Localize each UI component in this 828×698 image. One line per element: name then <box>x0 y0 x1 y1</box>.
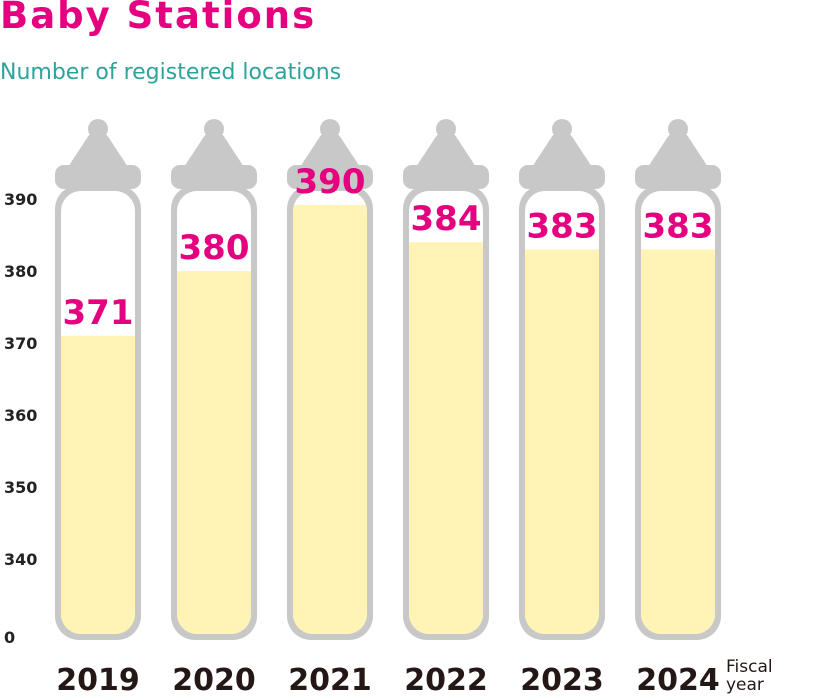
data-label: 384 <box>411 199 482 239</box>
chart-title: Baby Stations <box>0 0 317 37</box>
x-tick-label: 2019 <box>56 663 140 698</box>
bottle-nipple-tip <box>668 119 688 139</box>
bottle-nipple-tip <box>320 119 340 139</box>
data-label: 383 <box>643 206 714 246</box>
bottle-series <box>55 119 721 640</box>
y-tick-label: 350 <box>4 478 37 497</box>
bar-fill <box>525 249 599 634</box>
y-tick-label: 370 <box>4 334 37 353</box>
bottle-2020 <box>171 119 257 640</box>
x-tick-label: 2020 <box>172 663 256 698</box>
bar-fill <box>177 271 251 634</box>
y-tick-label: 390 <box>4 190 37 209</box>
bottle-2023 <box>519 119 605 640</box>
bottle-2022 <box>403 119 489 640</box>
data-label: 380 <box>179 228 250 268</box>
x-tick-label: 2024 <box>636 663 720 698</box>
x-tick-label: 2022 <box>404 663 488 698</box>
x-tick-label: 2021 <box>288 663 372 698</box>
bottle-nipple <box>298 135 362 170</box>
bottle-nipple-tip <box>204 119 224 139</box>
x-axis-label-line-2: year <box>726 675 764 695</box>
data-label: 383 <box>527 206 598 246</box>
bottle-2019 <box>55 119 141 640</box>
chart-subtitle: Number of registered locations <box>0 60 342 85</box>
bar-fill <box>293 205 367 634</box>
bottle-collar <box>635 165 721 189</box>
bar-fill <box>641 249 715 634</box>
y-axis: 0 340 350 360 370 380 390 <box>4 190 37 647</box>
data-label: 371 <box>63 293 134 333</box>
bottle-nipple <box>646 135 710 170</box>
bottle-collar <box>287 165 373 189</box>
bottle-2021 <box>287 119 373 640</box>
bottle-nipple-tip <box>88 119 108 139</box>
x-axis-label-line-1: Fiscal <box>726 657 773 677</box>
bottle-nipple-tip <box>436 119 456 139</box>
bottle-nipple <box>182 135 246 170</box>
bottle-nipple <box>414 135 478 170</box>
data-label: 390 <box>295 162 366 202</box>
bar-fill <box>61 335 135 634</box>
bottle-nipple <box>530 135 594 170</box>
y-tick-label: 380 <box>4 262 37 281</box>
bar-fill <box>409 242 483 634</box>
value-labels: 371 380 390 384 383 383 <box>63 162 714 333</box>
bottle-nipple-tip <box>552 119 572 139</box>
x-axis: 2019 2020 2021 2022 2023 2024 <box>56 663 720 698</box>
x-tick-label: 2023 <box>520 663 604 698</box>
y-tick-label: 0 <box>4 628 15 647</box>
bottle-collar <box>171 165 257 189</box>
y-tick-label: 360 <box>4 406 37 425</box>
bottle-collar <box>55 165 141 189</box>
bottle-collar <box>519 165 605 189</box>
bottle-nipple <box>66 135 130 170</box>
y-tick-label: 340 <box>4 550 37 569</box>
bottle-collar <box>403 165 489 189</box>
bottle-2024 <box>635 119 721 640</box>
